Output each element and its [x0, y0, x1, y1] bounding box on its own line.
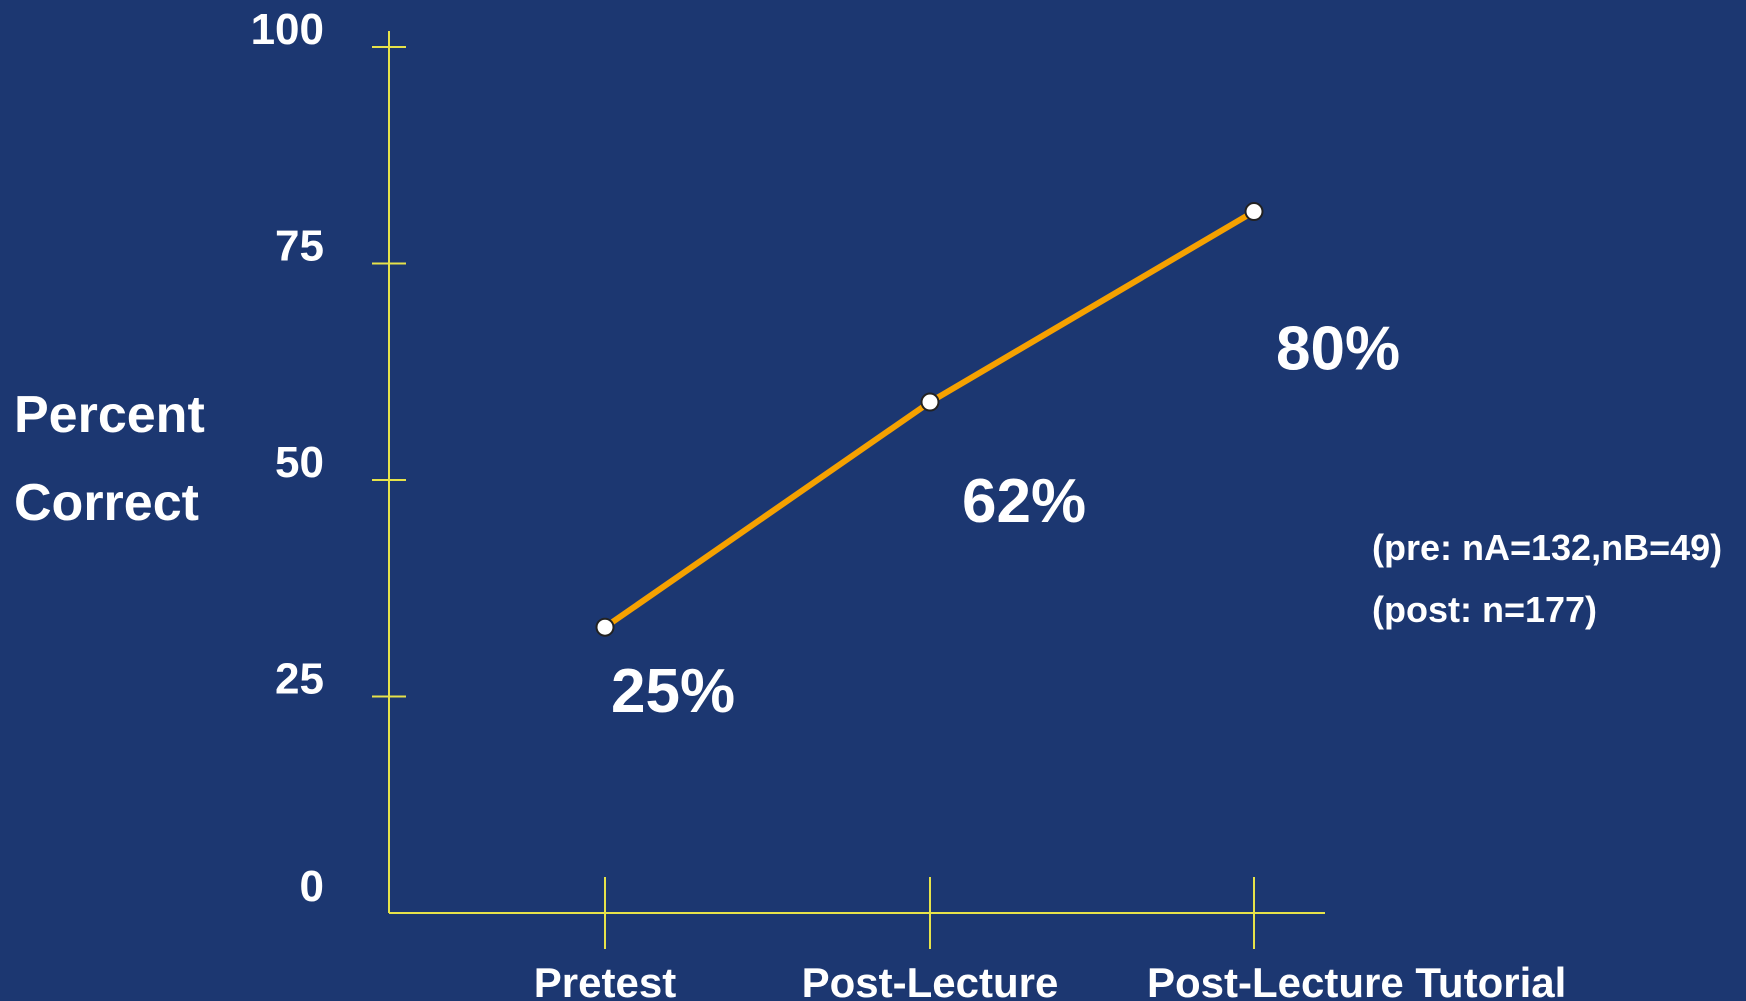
y-axis-label-line-2: Correct: [14, 474, 199, 532]
y-tick-label: 100: [251, 5, 324, 54]
y-tick-label: 75: [275, 222, 324, 271]
series-group: [595, 202, 1264, 637]
axes: [372, 31, 1325, 949]
data-labels: 25% 62% 80%: [611, 315, 1400, 727]
y-tick-label: 25: [275, 655, 324, 704]
data-point: [595, 617, 615, 637]
y-tick-label: 50: [275, 438, 324, 487]
data-point: [920, 392, 940, 412]
data-point: [1244, 202, 1264, 222]
x-tick-label: Post-Lecture: [802, 959, 1059, 1001]
y-axis-label-line-1: Percent: [14, 386, 205, 444]
x-tick-label: Post-Lecture Tutorial: [1147, 959, 1566, 1001]
x-tick-labels: Pretest Post-Lecture Post-Lecture Tutorial: [534, 959, 1566, 1001]
sample-size-note-post: (post: n=177): [1372, 589, 1598, 630]
series-line: [603, 208, 1256, 630]
sample-size-note-pre: (pre: nA=132,nB=49): [1372, 527, 1723, 568]
y-tick-label: 0: [300, 862, 324, 911]
data-label: 80%: [1276, 315, 1400, 384]
data-label: 62%: [962, 467, 1086, 536]
x-tick-label: Pretest: [534, 959, 676, 1001]
y-tick-labels: 0 25 50 75 100: [251, 5, 324, 911]
data-label: 25%: [611, 657, 735, 726]
